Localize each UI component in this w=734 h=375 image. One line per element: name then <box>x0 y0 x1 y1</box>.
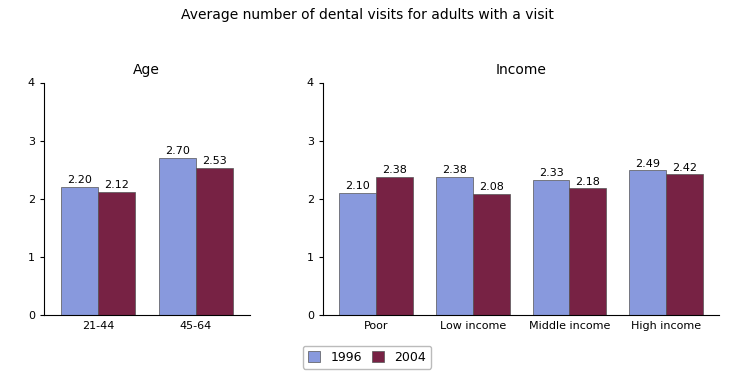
Text: 2.08: 2.08 <box>479 182 504 192</box>
Bar <box>98 192 135 315</box>
Bar <box>533 180 570 315</box>
Bar <box>570 188 606 315</box>
Text: 2.33: 2.33 <box>539 168 564 178</box>
Text: 2.18: 2.18 <box>575 177 600 186</box>
Text: 2.38: 2.38 <box>442 165 467 175</box>
Text: 2.10: 2.10 <box>346 181 370 191</box>
Bar <box>376 177 413 315</box>
Title: Income: Income <box>495 63 547 77</box>
Bar <box>666 174 703 315</box>
Text: Average number of dental visits for adults with a visit: Average number of dental visits for adul… <box>181 8 553 21</box>
Text: 2.20: 2.20 <box>67 176 92 185</box>
Bar <box>473 194 509 315</box>
Text: 2.53: 2.53 <box>202 156 227 166</box>
Bar <box>339 193 376 315</box>
Bar <box>630 170 666 315</box>
Text: 2.12: 2.12 <box>104 180 129 190</box>
Bar <box>196 168 233 315</box>
Title: Age: Age <box>134 63 160 77</box>
Text: 2.42: 2.42 <box>672 163 697 172</box>
Text: 2.70: 2.70 <box>164 146 189 156</box>
Bar <box>436 177 473 315</box>
Bar <box>61 187 98 315</box>
Legend: 1996, 2004: 1996, 2004 <box>303 346 431 369</box>
Text: 2.38: 2.38 <box>382 165 407 175</box>
Text: 2.49: 2.49 <box>636 159 661 168</box>
Bar <box>159 158 196 315</box>
